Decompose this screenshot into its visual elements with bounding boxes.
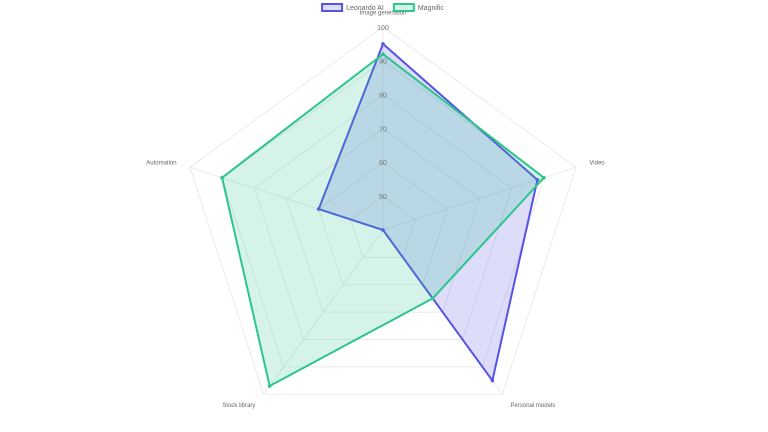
labels-layer: 50 60 70 80 90 100 Image generation Video Person…: [146, 11, 605, 410]
point: [381, 52, 385, 56]
grid-line: [253, 94, 513, 340]
grid-line: [285, 128, 481, 313]
grid-line: [189, 26, 577, 395]
point: [267, 384, 272, 388]
point: [316, 207, 321, 211]
series-layer: [220, 42, 546, 388]
series-area: [317, 42, 539, 382]
legend-item: Magnific: [392, 3, 445, 12]
legend-item: Leonardo AI: [321, 3, 384, 12]
point: [220, 175, 224, 180]
grid-line: [318, 161, 448, 286]
point: [535, 178, 540, 182]
category-label: Stock library: [222, 403, 255, 409]
series-area: [221, 53, 545, 388]
category-label: Automation: [146, 161, 176, 167]
r-tick-label: 70: [379, 126, 387, 133]
category-label: Personal models: [511, 403, 556, 409]
point: [381, 228, 385, 232]
r-tick-label: 100: [377, 25, 389, 32]
r-tick-label: 80: [379, 93, 387, 100]
legend-swatch: [392, 3, 415, 12]
category-label: Image generation: [360, 11, 407, 17]
legend-label: Magnific: [418, 5, 445, 12]
legend: Leonardo AI Magnific: [321, 3, 445, 12]
r-tick-label: 50: [379, 194, 387, 201]
point: [430, 296, 435, 301]
legend-swatch: [321, 3, 344, 12]
r-tick-label: 90: [379, 59, 387, 66]
r-tick-label: 60: [379, 160, 387, 167]
grid-line: [350, 195, 416, 258]
point: [381, 42, 385, 46]
point: [542, 175, 546, 180]
legend-label: Leonardo AI: [346, 5, 384, 12]
point: [490, 378, 495, 383]
category-label: Video: [589, 161, 605, 167]
